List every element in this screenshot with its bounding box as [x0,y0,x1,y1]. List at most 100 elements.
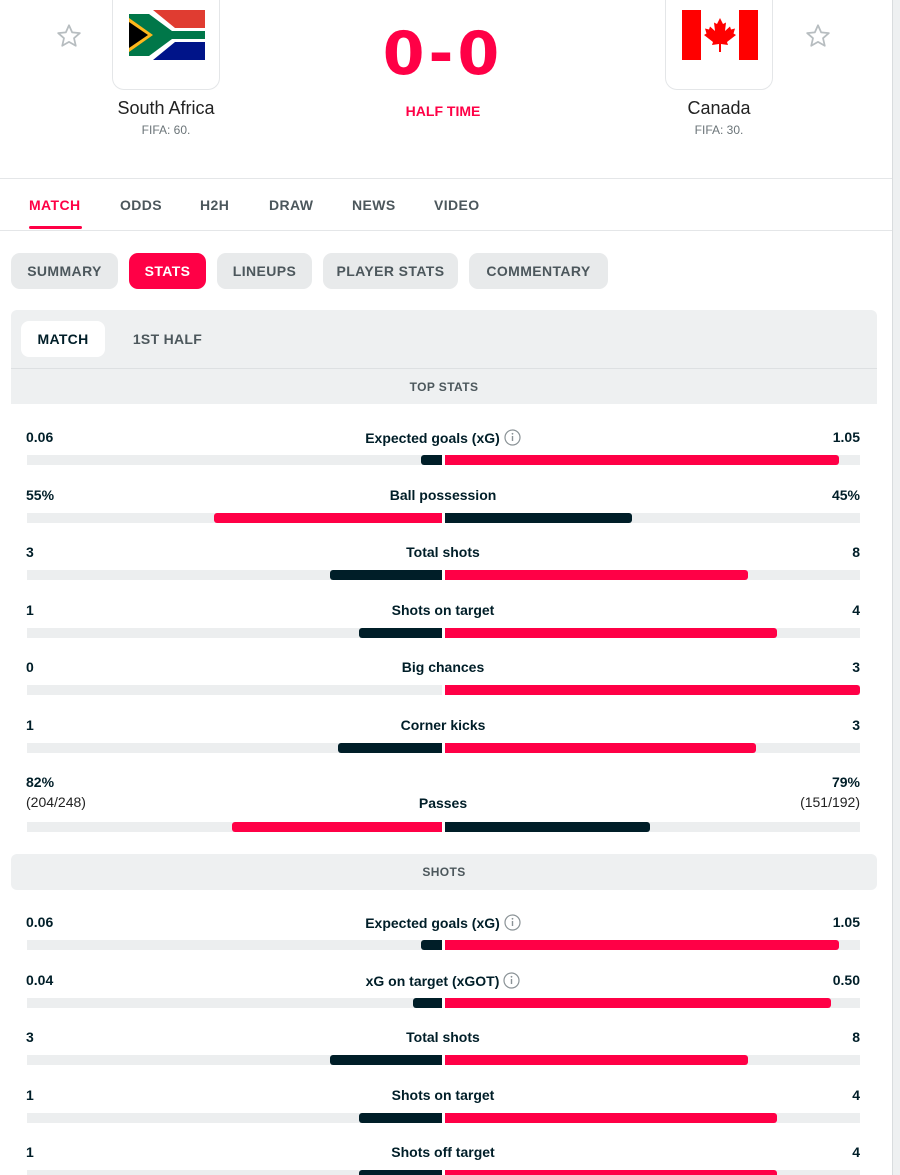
home-bar-track [27,512,442,523]
away-bar-fill [445,685,860,695]
stat-label-text: xG on target (xGOT) [365,972,500,989]
stat-home-value: 1 [26,1144,34,1160]
info-icon[interactable] [503,971,520,989]
tab-video[interactable]: VIDEO [434,197,480,213]
away-bar-track [445,940,860,950]
stat-label-text: Big chances [401,659,485,675]
away-team-name[interactable]: Canada [687,98,751,118]
south-africa-flag-icon [129,10,205,60]
away-bar-track [445,1055,860,1065]
home-bar-fill [359,627,442,638]
stat-away-value: 4 [852,1144,860,1160]
stat-label: xG on target (xGOT) [26,971,860,989]
subtab-summary[interactable]: SUMMARY [11,253,118,289]
away-bar-track [445,1170,860,1175]
tab-news[interactable]: NEWS [352,197,396,213]
home-bar-fill [421,455,442,465]
stat-home-value: 1 [26,1086,34,1103]
stat-label: Expected goals (xG) [26,914,860,931]
stat-away-value: 8 [852,544,860,560]
home-bar-fill [329,1055,442,1065]
stat-label-text: Shots on target [391,601,495,618]
stat-home-value: 0 [26,659,34,675]
stat-row: 1 Shots on target 4 [26,1087,860,1127]
stat-label-text: Ball possession [389,486,497,503]
subtab-commentary[interactable]: COMMENTARY [469,253,608,289]
home-bar-fill [359,1170,442,1175]
stat-home-value: 0.06 [26,914,54,930]
away-team-logo[interactable] [665,0,773,90]
period-1st-half[interactable]: 1ST HALF [132,331,203,347]
match-status: HALF TIME [405,103,481,119]
home-bar-track [27,822,442,832]
away-bar-track [445,822,860,832]
stat-away-value: 1.05 [832,914,860,930]
stat-row: 0.04 xG on target (xGOT) 0.50 [26,972,860,1012]
away-bar-fill [445,1055,748,1065]
home-bar-track [27,940,442,950]
scrollbar-track[interactable] [892,0,900,1175]
match-score: 0-0 [382,19,504,89]
stat-away-value: 3 [852,716,860,733]
period-match[interactable]: MATCH [21,321,105,357]
home-bar-track [27,1112,442,1123]
stat-home-value: 55% [26,486,55,503]
canada-flag-icon [682,10,758,60]
info-icon[interactable] [504,429,521,446]
away-bar-track [445,1112,860,1123]
tab-odds[interactable]: ODDS [120,197,163,213]
stat-away-value: 79% [831,774,860,790]
stat-row: 1 Corner kicks 3 [26,717,860,757]
tab-draw[interactable]: DRAW [269,197,314,213]
main-tabs: MATCH ODDS H2H DRAW NEWS VIDEO [0,179,892,231]
away-bar-track [445,742,860,753]
stat-label: Shots off target [26,1144,860,1160]
stat-away-value: 45% [831,486,860,503]
stat-row: 82% Passes 79% (204/248) (151/192) [26,774,860,834]
away-team[interactable]: Canada FIFA: 30. [619,0,819,137]
home-bar-fill [412,997,442,1008]
stat-label: Corner kicks [26,717,860,733]
subtab-stats[interactable]: STATS [129,253,206,289]
stat-away-value: 8 [852,1029,860,1045]
stat-home-value: 0.04 [26,971,54,988]
away-bar-fill [445,822,650,832]
stat-label-text: Expected goals (xG) [365,430,500,446]
stat-label: Expected goals (xG) [26,429,860,446]
home-team[interactable]: South Africa FIFA: 60. [66,0,266,137]
stat-away-value: 4 [852,601,860,618]
home-team-logo[interactable] [112,0,220,90]
favorite-star-icon[interactable] [55,22,83,50]
stat-row: 3 Total shots 8 [26,1029,860,1069]
home-bar-track [27,742,442,753]
period-selector: MATCH 1ST HALF [11,310,877,368]
away-bar-fill [445,742,757,753]
info-icon[interactable] [504,914,521,931]
away-bar-track [445,570,860,580]
tab-match[interactable]: MATCH [29,197,81,213]
away-bar-track [445,997,860,1008]
section-header-shots: SHOTS [11,854,877,890]
stat-row: 0.06 Expected goals (xG) 1.05 [26,429,860,469]
home-team-name[interactable]: South Africa [117,98,215,118]
stat-label: Shots on target [26,602,860,618]
subtab-player-stats[interactable]: PLAYER STATS [323,253,458,289]
stat-row: 0 Big chances 3 [26,659,860,699]
tab-h2h[interactable]: H2H [200,197,230,213]
active-tab-indicator [29,226,82,229]
away-team-rank: FIFA: 30. [694,123,744,137]
stat-row: 55% Ball possession 45% [26,487,860,527]
home-bar-track [27,1055,442,1065]
away-bar-fill [445,997,831,1008]
stat-away-value: 1.05 [832,429,860,445]
header-divider [0,178,892,179]
stat-label: Passes [26,795,860,811]
stat-row: 1 Shots off target 4 [26,1144,860,1175]
favorite-star-icon[interactable] [804,22,832,50]
stat-label: Shots on target [26,1087,860,1103]
stat-away-value: 0.50 [832,971,860,988]
away-bar-fill [445,627,777,638]
subtab-lineups[interactable]: LINEUPS [217,253,312,289]
stat-label-text: Expected goals (xG) [365,915,500,931]
stat-row: 3 Total shots 8 [26,544,860,584]
